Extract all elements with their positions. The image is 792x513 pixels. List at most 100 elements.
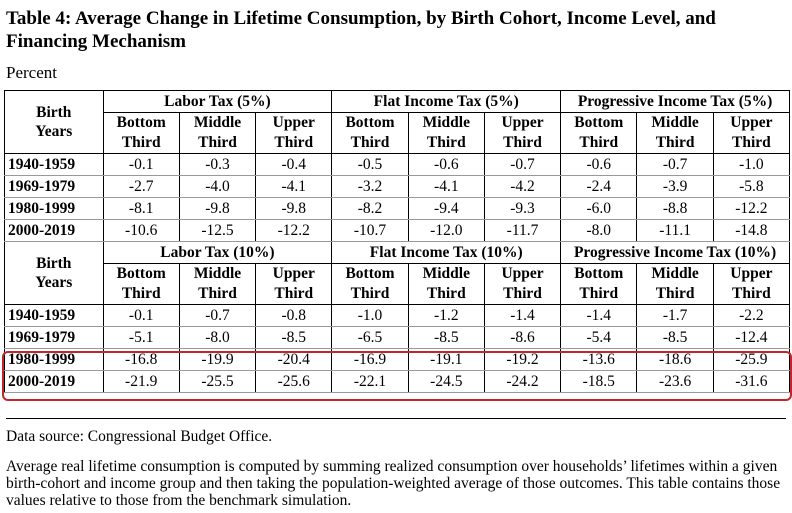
value-cell: -8.1 [102,197,180,220]
value-cell: -19.1 [407,348,485,371]
value-cell: -1.0 [712,153,791,176]
sub-header: Third [712,284,791,305]
panel1-sub-header-top: Bottom Middle Upper Bottom Middle Upper … [5,112,791,133]
value-cell: -2.7 [102,175,180,198]
value-cell: -11.7 [483,219,562,242]
sub-header: Middle [636,112,714,133]
value-cell: -12.4 [712,326,791,349]
value-cell: -0.1 [102,153,180,176]
value-cell: -1.4 [483,304,562,327]
value-cell: -0.1 [102,304,180,327]
sub-header: Third [407,284,485,305]
value-cell: -1.4 [560,304,638,327]
value-cell: -12.2 [255,219,333,242]
value-cell: -1.2 [407,304,485,327]
value-cell: -2.2 [712,304,791,327]
sub-header: Third [636,284,714,305]
value-cell: -14.8 [712,219,791,242]
panel2-sub-header-bottom: Third Third Third Third Third Third Thir… [5,284,791,305]
birth-years-header: Birth Years [4,241,104,305]
sub-header: Third [331,133,409,154]
value-cell: -20.4 [255,348,333,371]
value-cell: -8.5 [407,326,485,349]
sub-header: Bottom [102,263,180,284]
value-cell: -5.4 [560,326,638,349]
sub-header: Bottom [560,112,638,133]
birth-years-cell: 1969-1979 [4,175,104,198]
birth-years-cell: 1969-1979 [4,326,104,349]
value-cell: -6.5 [331,326,409,349]
birth-years-cell: 1980-1999 [4,348,104,371]
sub-header: Bottom [560,263,638,284]
birth-years-cell: 2000-2019 [4,219,104,242]
value-cell: -25.5 [178,370,257,393]
value-cell: -0.4 [255,153,333,176]
value-cell: -0.5 [331,153,409,176]
value-cell: -8.5 [255,326,333,349]
years-label: Years [35,123,73,140]
value-cell: -19.9 [178,348,257,371]
sub-header: Middle [636,263,714,284]
group-header: Flat Income Tax (10%) [331,241,562,264]
sub-header: Upper [483,112,562,133]
value-cell: -23.6 [636,370,714,393]
value-cell: -8.8 [636,197,714,220]
value-cell: -8.2 [331,197,409,220]
sub-header: Third [636,133,714,154]
panel1-body: 1940-1959 -0.1 -0.3 -0.4 -0.5 -0.6 -0.7 -0.6 -0.… [4,153,791,242]
value-cell: -8.5 [636,326,714,349]
table-row: 2000-2019 -10.6 -12.5 -12.2 -10.7 -12.0 -11.7-… [4,219,791,242]
value-cell: -3.2 [331,175,409,198]
sub-header: Third [712,133,791,154]
consumption-table: Birth Years Labor Tax (5%) Flat Income T… [4,90,791,393]
sub-header: Third [331,284,409,305]
sub-header: Third [255,284,333,305]
sub-header: Middle [407,263,485,284]
value-cell: -16.8 [102,348,180,371]
sub-header: Middle [178,263,257,284]
birth-years-cell: 1980-1999 [4,197,104,220]
value-cell: -0.7 [483,153,562,176]
value-cell: -6.0 [560,197,638,220]
value-cell: -16.9 [331,348,409,371]
sub-header: Upper [712,112,791,133]
value-cell: -4.0 [178,175,257,198]
birth-label: Birth [36,255,72,272]
value-cell: -0.3 [178,153,257,176]
value-cell: -0.6 [560,153,638,176]
sub-header: Bottom [331,263,409,284]
panel2-body: 1940-1959 -0.1 -0.7 -0.8 -1.0 -1.2 -1.4 -1.4 -1.… [4,304,791,393]
group-header: Labor Tax (10%) [102,241,333,264]
value-cell: -12.2 [712,197,791,220]
value-cell: -0.7 [178,304,257,327]
value-cell: -13.6 [560,348,638,371]
value-cell: -8.6 [483,326,562,349]
years-label: Years [35,274,73,291]
group-header: Flat Income Tax (5%) [331,90,562,113]
value-cell: -18.6 [636,348,714,371]
sub-header: Third [178,133,257,154]
value-cell: -4.1 [407,175,485,198]
value-cell: -19.2 [483,348,562,371]
sub-header: Upper [255,112,333,133]
value-cell: -31.6 [712,370,791,393]
sub-header: Third [483,284,562,305]
value-cell: -9.4 [407,197,485,220]
birth-years-cell: 1940-1959 [4,153,104,176]
value-cell: -12.0 [407,219,485,242]
value-cell: -5.8 [712,175,791,198]
sub-header: Third [102,133,180,154]
birth-years-cell: 1940-1959 [4,304,104,327]
table-title: Table 4: Average Change in Lifetime Cons… [6,8,716,52]
group-header: Progressive Income Tax (5%) [560,90,790,113]
table-note: Average real lifetime consumption is com… [6,458,781,509]
value-cell: -25.9 [712,348,791,371]
sub-header: Bottom [331,112,409,133]
value-cell: -21.9 [102,370,180,393]
sub-header: Third [102,284,180,305]
value-cell: -5.1 [102,326,180,349]
value-cell: -11.1 [636,219,714,242]
value-cell: -1.7 [636,304,714,327]
value-cell: -8.0 [560,219,638,242]
value-cell: -8.0 [178,326,257,349]
